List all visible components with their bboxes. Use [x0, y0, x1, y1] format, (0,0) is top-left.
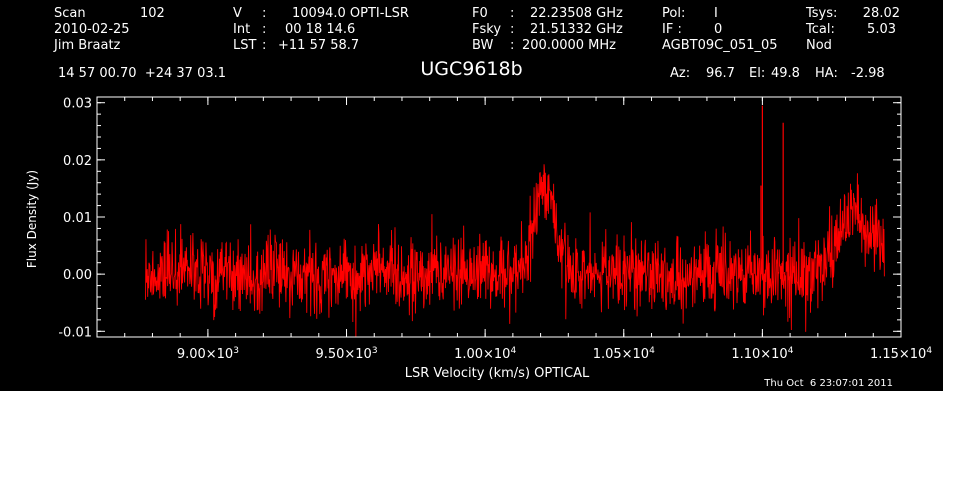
polarization-label: Pol:: [662, 6, 686, 21]
project-id: AGBT09C_051_05: [662, 38, 778, 53]
velocity-colon: :: [262, 6, 267, 21]
lst-label: LST: [233, 38, 257, 53]
x-tick-label: 9.50×103: [315, 346, 377, 362]
tsys-label: Tsys:: [806, 6, 838, 21]
x-tick-label: 9.00×103: [177, 346, 239, 362]
tsys-value: 28.02: [862, 6, 900, 21]
scan-label: Scan: [54, 6, 86, 21]
y-tick-label: 0.00: [63, 268, 92, 283]
observing-mode: Nod: [806, 38, 832, 53]
y-tick-label: 0.02: [63, 154, 92, 169]
plot-frame: [96, 96, 902, 338]
spectrum-trace: [145, 164, 885, 338]
bandwidth-value: 200.0000 MHz: [522, 38, 616, 53]
elevation-value: 49.8: [771, 66, 800, 81]
elevation-label: El:: [749, 66, 766, 81]
tcal-value: 5.03: [867, 22, 896, 37]
bandwidth-colon: :: [510, 38, 515, 53]
x-tick-label: 1.00×104: [454, 346, 516, 362]
chart-title: UGC9618b: [420, 58, 523, 80]
bandwidth-label: BW: [472, 38, 494, 53]
spectrum-trace-group: [145, 105, 885, 338]
y-tick-label: 0.03: [63, 97, 92, 112]
tcal-label: Tcal:: [806, 22, 835, 37]
lst-colon: :: [262, 38, 267, 53]
plot-panel: Scan 102 2010-02-25 Jim Braatz V : 10094…: [0, 0, 943, 391]
velocity-value: 10094.0 OPTI-LSR: [292, 6, 409, 21]
y-axis-title: Flux Density (Jy): [25, 170, 39, 268]
source-coordinates: 14 57 00.70 +24 37 03.1: [58, 66, 227, 81]
observer-name: Jim Braatz: [54, 38, 121, 53]
datestamp: Thu Oct 6 23:07:01 2011: [764, 378, 893, 389]
y-tick-label: 0.01: [63, 211, 92, 226]
if-value: 0: [714, 22, 723, 37]
observation-date: 2010-02-25: [54, 22, 130, 37]
hour-angle-value: -2.98: [851, 66, 885, 81]
x-tick-label: 1.10×104: [731, 346, 793, 362]
f0-label: F0: [472, 6, 488, 21]
azimuth-label: Az:: [670, 66, 691, 81]
spectrum-chart: -0.01 0.00 0.01 0.02 0.03 9.00×103 9.50×103 1.0…: [25, 96, 932, 381]
integration-label: Int: [233, 22, 251, 37]
fsky-colon: :: [510, 22, 515, 37]
f0-colon: :: [510, 6, 515, 21]
polarization-value: I: [714, 6, 718, 21]
x-tick-label: 1.05×104: [593, 346, 655, 362]
fsky-value: 21.51332 GHz: [530, 22, 623, 37]
x-axis-title: LSR Velocity (km/s) OPTICAL: [405, 366, 590, 381]
y-tick-label: -0.01: [58, 325, 92, 340]
lst-value: +11 57 58.7: [278, 38, 360, 53]
x-tick-label: 1.15×104: [870, 346, 932, 362]
axes-group: -0.01 0.00 0.01 0.02 0.03 9.00×103 9.50×103 1.0…: [58, 97, 932, 362]
if-label: IF :: [662, 22, 682, 37]
fsky-label: Fsky: [472, 22, 502, 37]
velocity-label: V: [233, 6, 242, 21]
scan-value: 102: [140, 6, 165, 21]
integration-colon: :: [262, 22, 267, 37]
hour-angle-label: HA:: [815, 66, 838, 81]
f0-value: 22.23508 GHz: [530, 6, 623, 21]
integration-value: 00 18 14.6: [285, 22, 356, 37]
azimuth-value: 96.7: [706, 66, 735, 81]
